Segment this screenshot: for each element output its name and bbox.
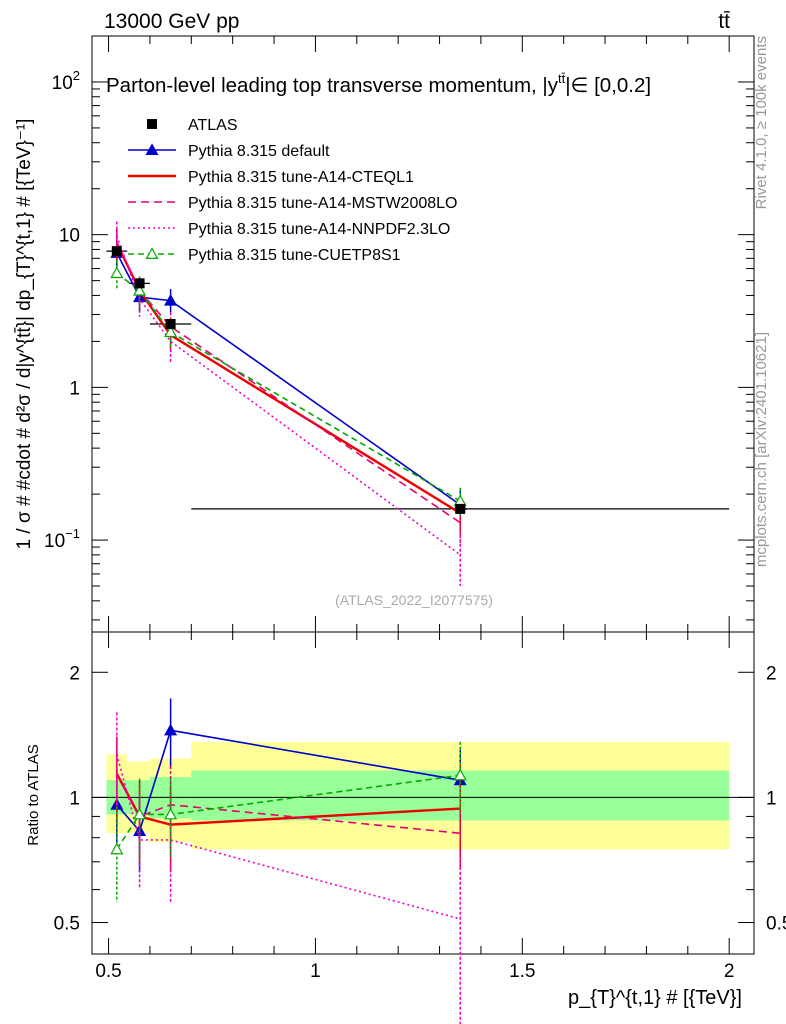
- ratio-pythia-8-315-tune-cuetp8s1-point-3: [453, 768, 467, 781]
- main-plot-content: [106, 221, 730, 587]
- ratio-bands: [92, 741, 754, 850]
- rivet-label: Rivet 4.1.0, ≥ 100k events: [753, 36, 770, 209]
- ratio-y-tick-label-left: 2: [69, 663, 80, 684]
- ratio-pythia-8-315-tune-cuetp8s1-point-0: [110, 842, 124, 855]
- ratio-pythia-8-315-tune-cuetp8s1-point-2: [164, 807, 178, 820]
- ratio-y-axis-label: Ratio to ATLAS: [25, 744, 42, 845]
- process-label: tt̄: [718, 10, 730, 33]
- legend-atlas-label: ATLAS: [188, 117, 238, 134]
- ratio-y-tick-label-right: 0.5: [766, 914, 786, 935]
- ratio-y-tick-label-right: 1: [766, 788, 777, 809]
- main-y-tick-label: 10: [59, 226, 80, 247]
- atlas-point-1: [134, 278, 145, 289]
- energy-label: 13000 GeV pp: [104, 10, 239, 33]
- ratio-plot-content: [110, 698, 467, 1024]
- pythia-8-315-tune-cuetp8s1-point-0: [110, 266, 124, 279]
- mcplots-label: mcplots.cern.ch [arXiv:2401.10621]: [753, 332, 770, 567]
- ratio-y-tick-label-left: 1: [69, 788, 80, 809]
- pythia-8-315-default-line: [116, 252, 461, 506]
- ratio-y-tick-label-right: 2: [766, 663, 777, 684]
- legend-pythia-8-315-tune-a14-cteql1-label: Pythia 8.315 tune-A14-CTEQL1: [188, 169, 414, 186]
- atlas-point-2: [165, 318, 176, 329]
- axes-ticks: 10−1 1 10 102 0.5 0.5 1 1 2 2 0.5 1 1.5 2: [44, 35, 786, 982]
- x-tick-label: 1.5: [509, 961, 535, 982]
- analysis-label: (ATLAS_2022_I2077575): [335, 592, 493, 608]
- legend-pythia-8-315-tune-cuetp8s1-label: Pythia 8.315 tune-CUETP8S1: [188, 247, 401, 264]
- x-tick-label: 1: [310, 961, 321, 982]
- legend-pythia-8-315-tune-a14-nnpdf2-3lo-label: Pythia 8.315 tune-A14-NNPDF2.3LO: [188, 221, 450, 238]
- pythia-8-315-default-point-2: [164, 293, 178, 306]
- ratio-y-tick-label-left: 0.5: [54, 914, 80, 935]
- x-tick-label: 2: [724, 961, 735, 982]
- legend: ATLAS Pythia 8.315 default Pythia 8.315 tu…: [128, 117, 457, 264]
- pythia-8-315-tune-cuetp8s1-point-2: [164, 325, 178, 338]
- ratio-pythia-8-315-tune-a14-mstw2008lo-line: [116, 773, 461, 835]
- legend-pythia-8-315-default-label: Pythia 8.315 default: [188, 143, 330, 160]
- pythia-8-315-tune-cuetp8s1-line: [116, 272, 461, 502]
- chart-title: Parton-level leading top transverse mome…: [106, 71, 651, 97]
- ratio-pythia-8-315-default-point-2: [164, 723, 178, 736]
- main-y-tick-label: 102: [52, 68, 80, 94]
- x-axis-label: p_{T}^{t,1} # [{TeV}]: [568, 987, 742, 1009]
- legend-pythia-8-315-tune-a14-mstw2008lo-label: Pythia 8.315 tune-A14-MSTW2008LO: [188, 195, 457, 212]
- pythia-8-315-tune-cuetp8s1-point-1: [133, 283, 147, 296]
- main-y-tick-label: 1: [69, 378, 80, 399]
- legend-pythia-8-315-default-marker: [145, 143, 159, 155]
- main-y-tick-label: 10−1: [44, 526, 80, 552]
- ratio-pythia-8-315-default-line: [116, 729, 461, 833]
- pythia-8-315-tune-a14-mstw2008lo-line: [116, 242, 461, 524]
- ratio-pythia-8-315-tune-cuetp8s1-point-1: [133, 807, 147, 820]
- legend-pythia-8-315-tune-cuetp8s1-marker: [145, 247, 159, 259]
- main-y-axis-label: 1 / σ # #cdot # d²σ / d|y^{tt̄}| dp_{T}^…: [14, 119, 35, 550]
- pythia-8-315-tune-a14-cteql1-line: [115, 242, 461, 515]
- atlas-point-0: [111, 246, 122, 257]
- legend-atlas-marker: [147, 119, 157, 129]
- pythia-8-315-tune-a14-nnpdf2-3lo-line: [116, 235, 461, 556]
- x-tick-label: 0.5: [95, 961, 121, 982]
- atlas-point-3: [455, 503, 466, 514]
- ratio-pythia-8-315-tune-a14-cteql1-line: [115, 773, 461, 826]
- ratio-pythia-8-315-tune-cuetp8s1-line: [116, 774, 461, 850]
- ratio-panel-frame: [91, 631, 755, 955]
